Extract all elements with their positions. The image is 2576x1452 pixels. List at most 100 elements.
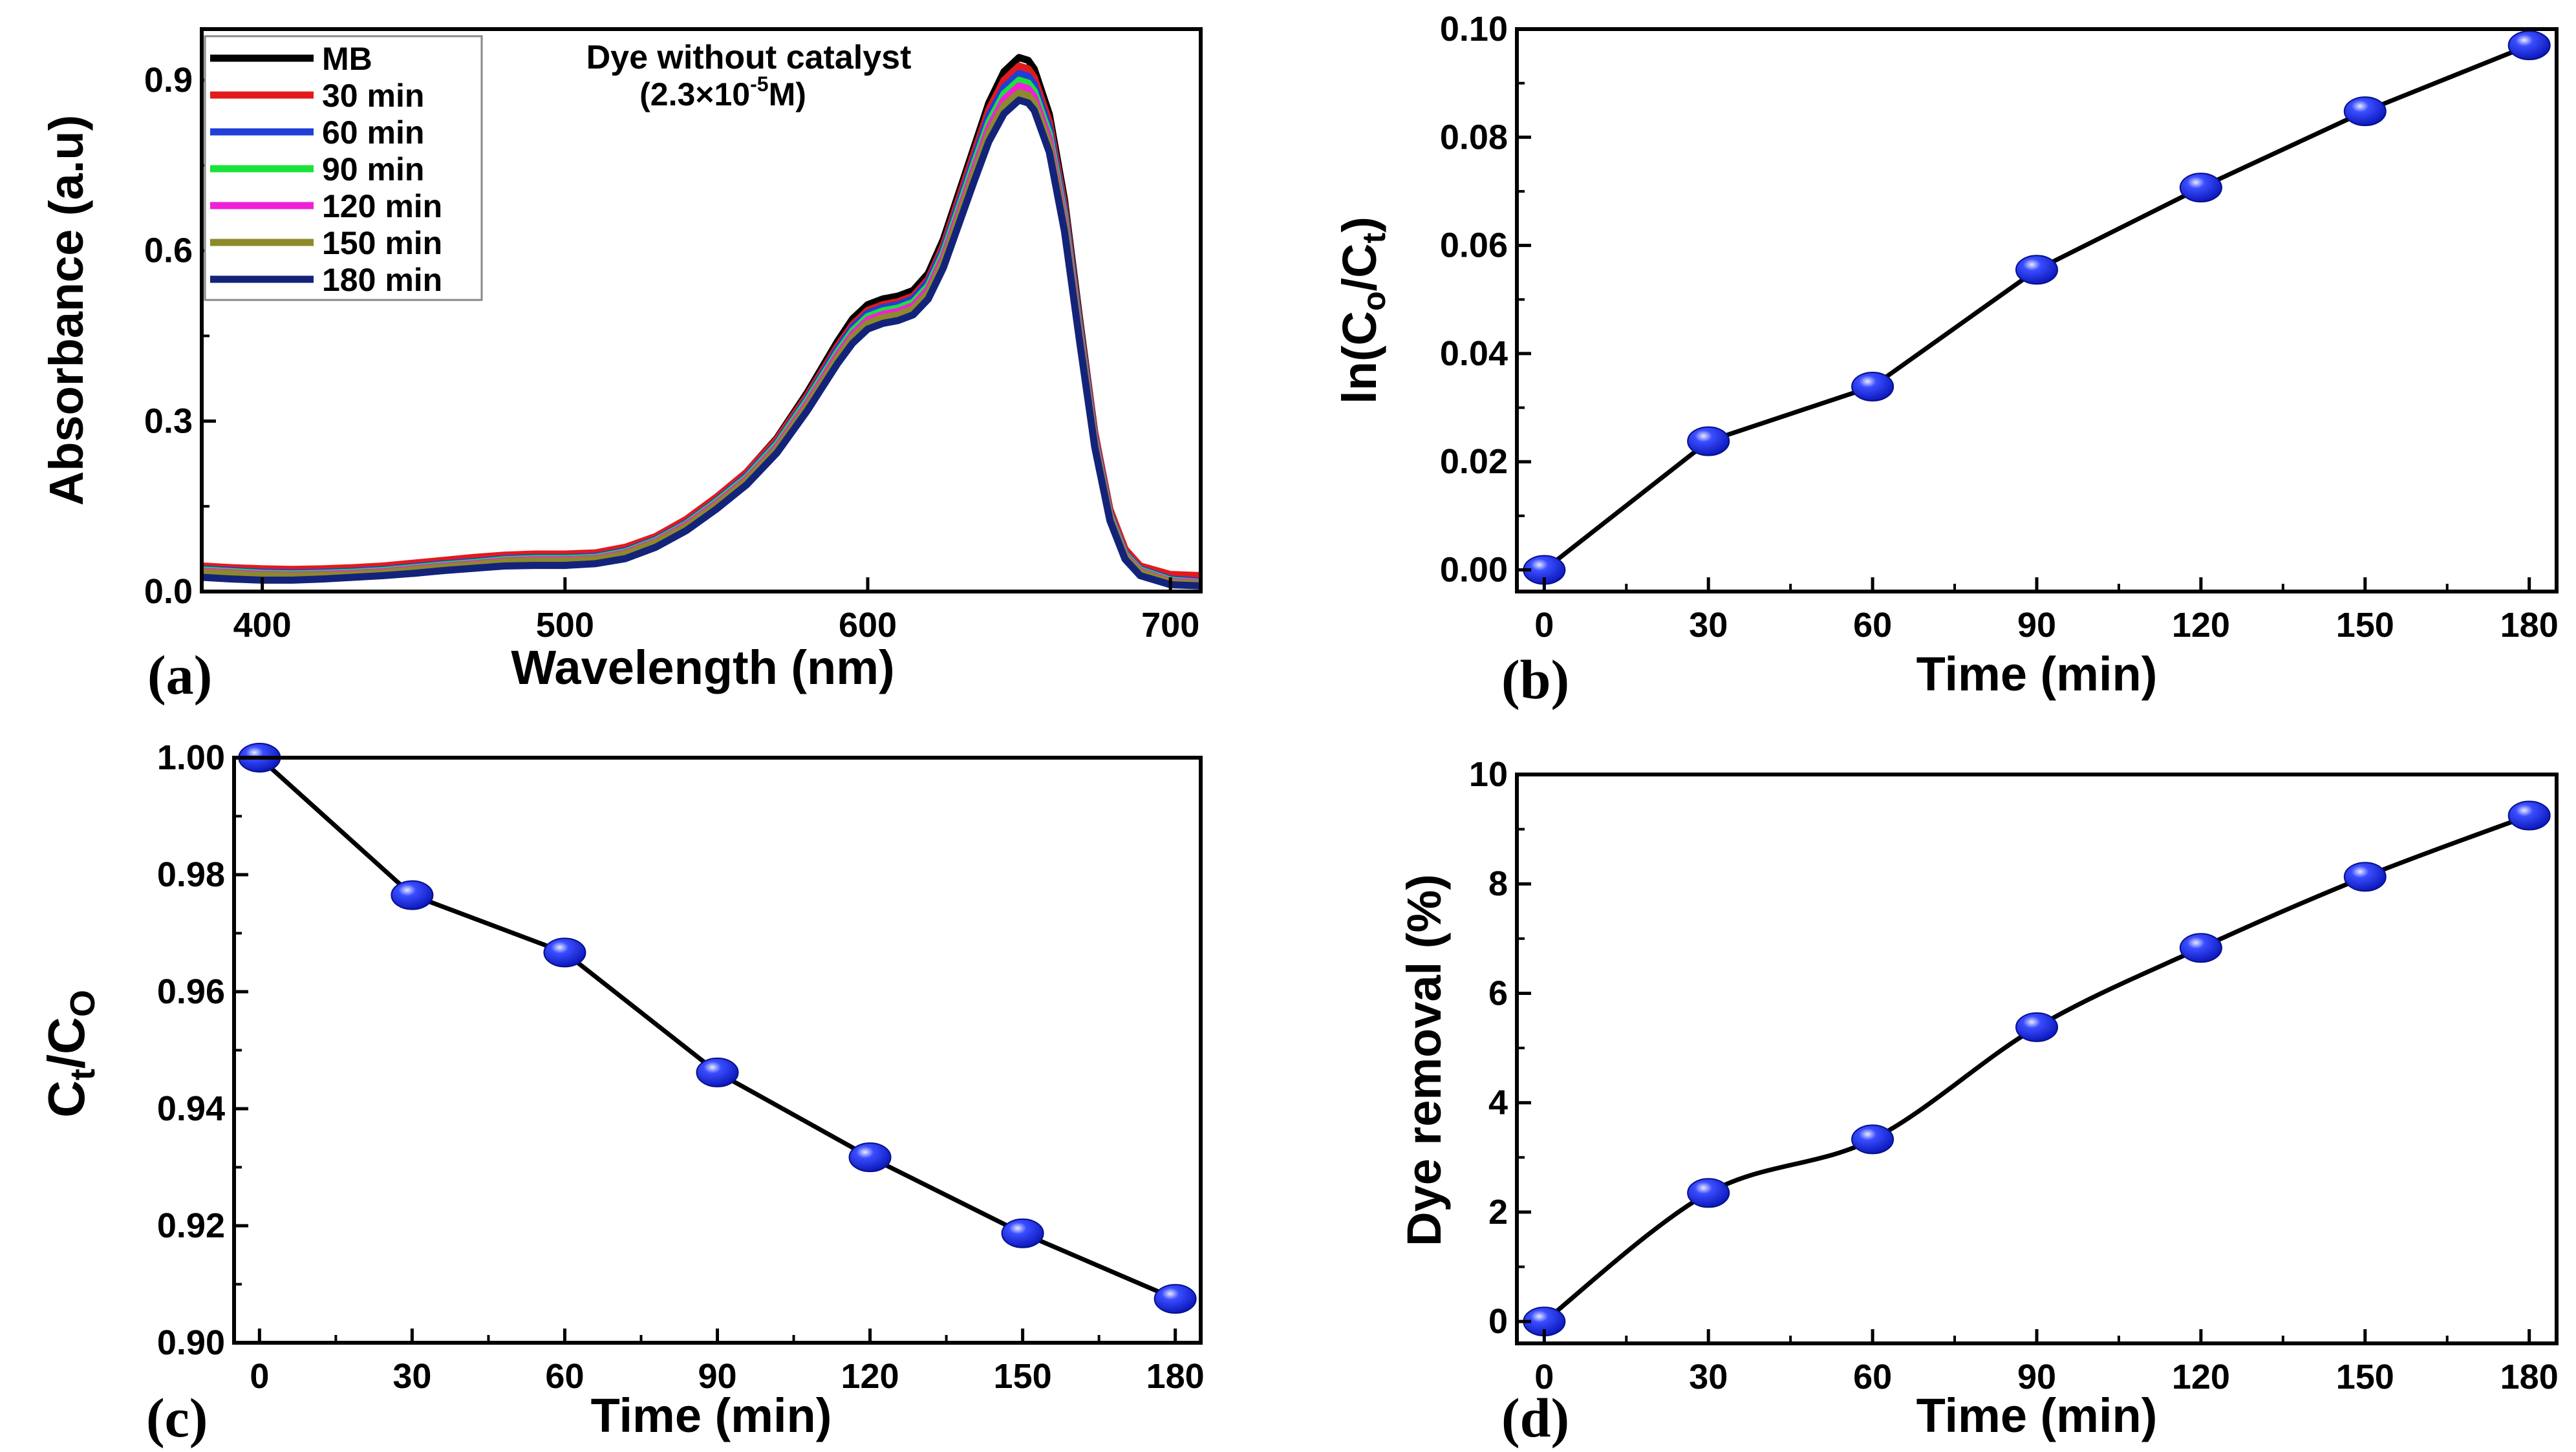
panel-c-ytick-label: 0.90 [157, 1323, 225, 1362]
panel-b-point [2507, 30, 2551, 61]
series-line-180-min [202, 96, 1201, 590]
legend-label-120-min: 120 min [322, 188, 442, 224]
panel-d-ytick-label: 8 [1488, 864, 1508, 903]
panel-b-xtick-label: 90 [2017, 606, 2056, 645]
panel-c-point [1154, 1284, 1197, 1314]
panel-d-point [1687, 1178, 1730, 1208]
legend-label-mb: MB [322, 41, 372, 77]
panel-c-ytick-label: 0.92 [157, 1206, 225, 1245]
panel-d-label: (d) [1501, 1387, 1569, 1449]
panel-b-xtick-label: 0 [1534, 606, 1554, 645]
panel-d-ytick-label: 0 [1488, 1302, 1508, 1341]
panel-d-xtick-label: 0 [1534, 1358, 1554, 1396]
panel-b-ylabel-prefix: ln(C [1333, 311, 1386, 404]
panel-c-label: (c) [146, 1387, 208, 1449]
panel-c-xtick-label: 30 [392, 1357, 431, 1396]
panel-c-ylabel-sub2: O [63, 990, 102, 1017]
panel-c-line [257, 756, 1177, 1301]
panel-c-ylabel: Ct/CO [38, 990, 102, 1118]
panel-d-point [1851, 1124, 1894, 1155]
panel-a-xlabel: Wavelength (nm) [511, 641, 894, 694]
panel-b-point [2343, 96, 2387, 127]
panel-b-xtick-label: 60 [1853, 606, 1892, 645]
panel-d-xtick-label: 120 [2172, 1358, 2230, 1396]
panel-a-annotation-sup: -5 [750, 72, 768, 96]
panel-d-point [2015, 1012, 2058, 1042]
legend-label-30-min: 30 min [322, 78, 424, 114]
panel-b-ylabel-suffix: ) [1333, 217, 1386, 233]
panel-b-ytick-label: 0.06 [1440, 226, 1508, 265]
panel-d-xtick-label: 60 [1853, 1358, 1892, 1396]
panel-c-ytick-label: 0.96 [157, 972, 225, 1011]
panel-c: 0 30 60 90 120 150 180 0.90 0.92 0.94 0.96 0.98 1.00… [38, 738, 1205, 1449]
panel-c-point [543, 937, 586, 968]
legend-label-150-min: 150 min [322, 225, 442, 261]
panel-b-ytick-label: 0.02 [1440, 442, 1508, 481]
panel-d-point [2507, 800, 2551, 831]
panel-a-lines [202, 54, 1201, 590]
panel-d-xtick-label: 30 [1689, 1358, 1728, 1396]
panel-d: 0 30 60 90 120 150 180 0 2 4 6 8 10 Time (min) Dye r… [1397, 755, 2559, 1449]
panel-d-ytick-label: 2 [1488, 1193, 1508, 1232]
panel-b-point [1687, 426, 1730, 456]
panel-d-ytick-label: 6 [1488, 974, 1508, 1012]
panel-c-frame [232, 756, 1203, 1345]
panel-c-xtick-label: 150 [994, 1357, 1052, 1396]
panel-a-annotation-prefix: (2.3×10 [639, 76, 750, 112]
panel-c-xtick-label: 0 [250, 1357, 269, 1396]
panel-d-ytick-label: 4 [1488, 1084, 1508, 1122]
panel-b-label: (b) [1501, 648, 1569, 710]
panel-d-point [2179, 933, 2222, 963]
panel-c-point [696, 1057, 739, 1087]
panel-b-ytick-label: 0.00 [1440, 551, 1508, 590]
panel-b-ylabel-mid: /C [1333, 243, 1386, 291]
panel-c-xtick-label: 180 [1146, 1357, 1205, 1396]
panel-c-point [1001, 1218, 1044, 1248]
panel-c-ylabel-sub1: t [63, 1069, 102, 1080]
panel-c-xlabel: Time (min) [591, 1389, 832, 1442]
panel-a-annotation-line1: Dye without catalyst [586, 39, 912, 76]
panel-d-frame [1515, 773, 2559, 1345]
panel-a-ytick-label: 0.9 [144, 61, 193, 100]
panel-a-ytick-label: 0.0 [144, 572, 193, 611]
panel-d-xtick-label: 90 [2017, 1358, 2056, 1396]
panel-a-xtick-label: 500 [536, 606, 594, 645]
legend-label-60-min: 60 min [322, 114, 424, 151]
legend-label-90-min: 90 min [322, 151, 424, 187]
panel-b: 0 30 60 90 120 150 180 0.00 0.02 0.04 0.06 0.08 0.10… [1333, 10, 2559, 710]
panel-a-xtick-label: 400 [233, 606, 292, 645]
panel-c-ylabel-mid: /C [38, 1017, 95, 1069]
panel-b-line [1543, 43, 2530, 572]
panel-a-xtick-label: 600 [839, 606, 897, 645]
panel-a-label: (a) [147, 644, 212, 706]
legend-label-180-min: 180 min [322, 262, 442, 298]
panel-b-point [2015, 255, 2058, 285]
panel-b-ylabel-sub2: t [1356, 232, 1392, 243]
panel-b-xtick-label: 120 [2172, 606, 2230, 645]
panel-b-xtick-label: 150 [2336, 606, 2394, 645]
panel-c-point [391, 880, 434, 910]
panel-c-ytick-label: 1.00 [157, 738, 225, 777]
panel-b-xtick-label: 180 [2500, 606, 2559, 645]
panel-b-ylabel-sub1: o [1356, 291, 1392, 311]
panel-a-ylabel: Absorbance (a.u) [39, 115, 93, 506]
panel-d-xtick-label: 150 [2336, 1358, 2394, 1396]
panel-b-point [2179, 173, 2222, 203]
panel-d-ylabel: Dye removal (%) [1397, 874, 1451, 1246]
panel-b-xlabel: Time (min) [1916, 647, 2158, 701]
panel-d-xtick-label: 180 [2500, 1358, 2559, 1396]
panel-c-xtick-label: 60 [545, 1357, 584, 1396]
panel-c-ytick-label: 0.98 [157, 855, 225, 894]
panel-c-xtick-label: 120 [841, 1357, 899, 1396]
panel-b-ytick-label: 0.04 [1440, 334, 1508, 373]
panel-d-xlabel: Time (min) [1916, 1389, 2158, 1442]
panel-a-xtick-label: 700 [1141, 606, 1199, 645]
panel-d-ytick-label: 10 [1469, 755, 1508, 794]
panel-d-line [1543, 813, 2530, 1323]
panel-b-ytick-label: 0.10 [1440, 10, 1508, 48]
panel-b-frame [1515, 27, 2559, 593]
panel-a-frame [200, 27, 1203, 593]
panel-a-annotation-suffix: M) [769, 76, 806, 112]
